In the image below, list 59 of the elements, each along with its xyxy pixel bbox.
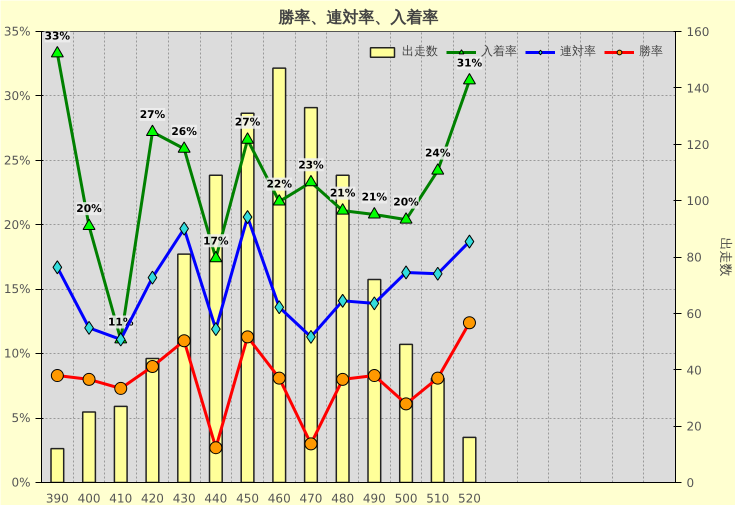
x-tick-label: 390 <box>46 492 69 506</box>
y2-axis-title: 出走数 <box>717 238 732 276</box>
y-tick-label: 0% <box>11 476 31 490</box>
y2-tick-label: 40 <box>686 363 702 378</box>
y2-tick-label: 160 <box>686 25 710 39</box>
bar <box>114 406 128 482</box>
legend-label: 出走数 <box>402 43 438 60</box>
bar <box>50 448 64 482</box>
y-tick-label: 10% <box>4 346 30 361</box>
x-tick-label: 430 <box>172 492 196 506</box>
x-tick-label: 400 <box>78 492 101 506</box>
x-tick-label: 470 <box>300 492 322 506</box>
y2-tick-label: 140 <box>686 81 710 96</box>
data-label: 24% <box>424 146 451 160</box>
data-label: 21% <box>362 190 388 204</box>
data-label: 27% <box>140 108 166 122</box>
legend-label: 勝率 <box>639 43 663 60</box>
data-label: 26% <box>171 124 198 138</box>
y2-tick-label: 80 <box>686 250 702 264</box>
data-label: 20% <box>76 202 102 216</box>
x-tick-label: 410 <box>109 492 132 506</box>
y-tick-label: 30% <box>4 88 30 103</box>
bar <box>398 344 414 482</box>
y-tick-label: 20% <box>4 218 30 232</box>
y2-tick-label: 120 <box>686 138 710 152</box>
y2-tick-label: 20 <box>686 420 702 434</box>
y-tick-label: 25% <box>4 153 30 168</box>
x-tick-label: 440 <box>204 492 228 506</box>
x-tick-label: 510 <box>426 492 450 506</box>
y2-tick-label: 100 <box>686 194 710 208</box>
data-label: 22% <box>266 178 292 191</box>
x-tick-label: 520 <box>458 492 481 506</box>
bar <box>430 377 445 482</box>
bar <box>82 411 96 482</box>
data-label: 17% <box>203 234 229 248</box>
data-label: 20% <box>393 196 420 209</box>
data-label: 33% <box>44 29 70 42</box>
x-tick-label: 480 <box>331 492 354 506</box>
x-tick-label: 450 <box>236 492 260 506</box>
y2-tick-label: 60 <box>686 306 702 321</box>
data-label: 21% <box>330 186 356 200</box>
y2-tick-label: 0 <box>686 476 694 490</box>
legend-label: 連対率 <box>560 43 596 60</box>
data-label: 23% <box>298 158 324 172</box>
chart-title: 勝率、連対率、入着率 <box>278 8 438 26</box>
x-tick-label: 500 <box>394 492 418 506</box>
x-tick-label: 420 <box>141 492 164 506</box>
legend-label: 入着率 <box>481 43 517 58</box>
bar <box>367 278 382 482</box>
x-tick-label: 490 <box>362 492 386 506</box>
data-label: 31% <box>456 56 483 70</box>
x-tick-label: 460 <box>268 492 291 506</box>
bar <box>462 436 477 482</box>
y-tick-label: 5% <box>11 411 31 426</box>
y-tick-label: 15% <box>4 282 30 296</box>
data-label: 27% <box>234 116 261 129</box>
bar <box>145 358 160 482</box>
bar <box>177 253 192 482</box>
y-tick-label: 35% <box>4 24 30 38</box>
